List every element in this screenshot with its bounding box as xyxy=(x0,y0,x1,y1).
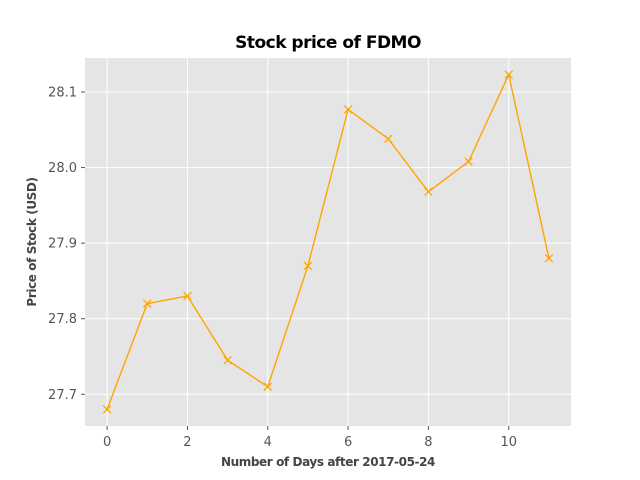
x-tick-label: 2 xyxy=(183,435,191,450)
data-point-marker xyxy=(464,157,473,166)
x-axis-label: Number of Days after 2017-05-24 xyxy=(221,455,435,469)
y-tick-label: 28.1 xyxy=(48,86,77,101)
data-point-marker xyxy=(263,382,273,391)
y-axis-label: Price of Stock (USD) xyxy=(25,177,39,306)
y-tick-label: 27.7 xyxy=(48,388,77,403)
y-tick-label: 27.8 xyxy=(48,312,77,327)
data-point-marker xyxy=(343,105,353,114)
x-tick-label: 0 xyxy=(103,435,111,450)
data-point-marker xyxy=(102,405,112,414)
data-point-marker xyxy=(142,299,152,308)
data-point-marker xyxy=(504,70,514,79)
data-point-marker xyxy=(544,253,554,263)
x-tick-label: 6 xyxy=(344,435,352,450)
x-tick-label: 4 xyxy=(264,435,272,450)
chart-title: Stock price of FDMO xyxy=(235,33,421,53)
grid-lines xyxy=(85,58,571,426)
data-point-marker xyxy=(383,134,393,144)
series-line xyxy=(106,72,550,410)
y-axis-ticks: 27.7 27.8 27.9 28.0 28.1 xyxy=(48,86,85,403)
x-tick-label: 10 xyxy=(500,435,517,450)
data-series xyxy=(102,70,554,414)
data-point-marker xyxy=(223,355,232,365)
data-point-marker xyxy=(424,187,433,197)
y-tick-label: 27.9 xyxy=(48,237,77,252)
plot-area xyxy=(85,58,571,426)
y-tick-label: 28.0 xyxy=(48,161,77,176)
x-axis-ticks: 0 2 4 6 8 10 xyxy=(103,426,517,450)
data-point-marker xyxy=(303,261,313,271)
x-tick-label: 8 xyxy=(424,435,432,450)
data-point-marker xyxy=(183,291,192,301)
